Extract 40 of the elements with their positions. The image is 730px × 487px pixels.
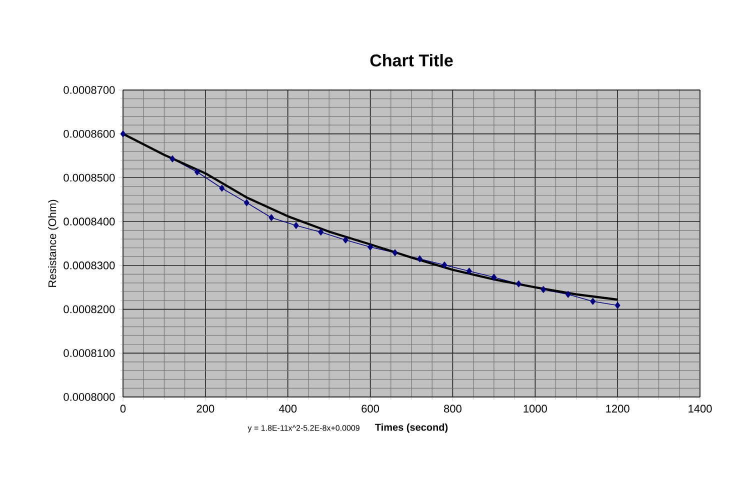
point: [516, 280, 522, 288]
point: [170, 155, 176, 162]
y-tick-label: 0.0008200: [64, 305, 115, 314]
point: [219, 184, 225, 192]
x-tick-label: 600: [362, 404, 380, 413]
x-axis-title: Times (second): [375, 423, 448, 433]
point: [120, 130, 126, 138]
chart-title: Chart Title: [370, 54, 453, 66]
point: [293, 222, 299, 229]
y-tick-label: 0.0008500: [64, 174, 115, 182]
y-tick-label: 0.0008300: [64, 262, 115, 270]
x-tick-label: 1400: [688, 404, 712, 413]
point: [590, 298, 596, 305]
text: y = 1.8E-11x^2-5.2E-8x+0.0009: [248, 425, 360, 432]
point: [565, 290, 571, 298]
x-tick-label: 800: [444, 404, 462, 413]
point: [540, 286, 546, 293]
point: [268, 214, 274, 222]
x-tick-label: 0: [120, 404, 126, 413]
y-tick-label: 0.0008100: [64, 349, 115, 358]
y-tick-label: 0.0008400: [64, 218, 115, 226]
point: [466, 268, 472, 275]
y-tick-label: 0.0008700: [64, 86, 115, 94]
point: [417, 255, 422, 262]
x-tick-label: 400: [278, 404, 297, 413]
point: [491, 274, 497, 281]
point: [194, 168, 200, 176]
x-tick-label: 1200: [606, 404, 630, 413]
y-tick-label: 0.0008600: [64, 130, 115, 138]
y-tick-label: 0.0008000: [64, 393, 115, 401]
x-tick-label: 1000: [524, 404, 547, 413]
y-axis-title: Resistance (Ohm): [48, 200, 58, 287]
point: [442, 262, 448, 268]
point: [392, 249, 398, 256]
point: [614, 302, 620, 309]
point: [244, 199, 250, 206]
point: [342, 236, 348, 244]
point: [318, 228, 324, 236]
point: [368, 244, 373, 250]
x-tick-label: 200: [196, 404, 214, 413]
